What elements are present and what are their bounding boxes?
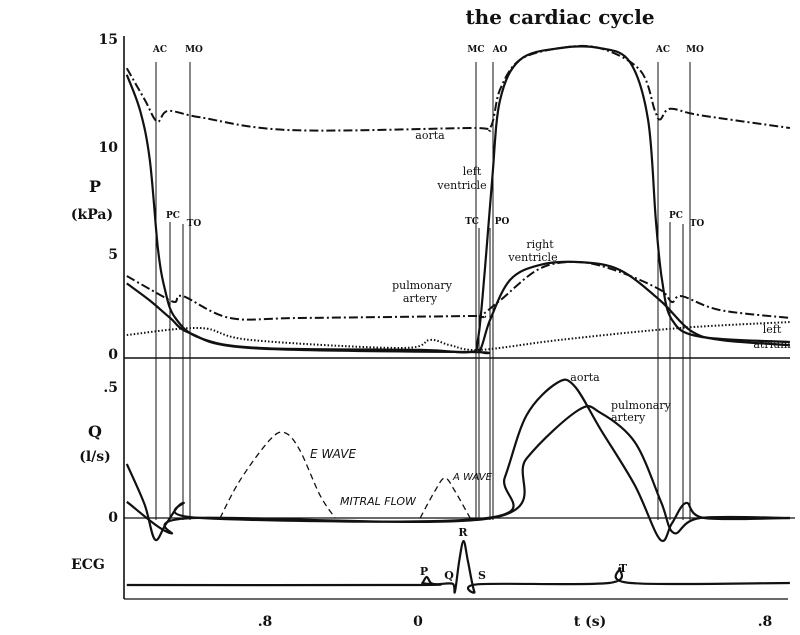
label-rv-1: right: [526, 238, 554, 251]
q-tick-0: 0: [108, 510, 118, 526]
label-pa-flow-1: pulmonary: [611, 399, 672, 412]
ecg-label-r: R: [458, 526, 468, 539]
ecg-label-q: Q: [444, 569, 454, 582]
valve-label-mo: MO: [185, 45, 203, 55]
valve-label-ao: AO: [492, 45, 508, 55]
x-tick-0: 0: [413, 614, 423, 630]
label-la-1: left: [763, 323, 782, 336]
ecg-label-p: P: [420, 565, 428, 578]
flow-curve-mitral-flow-A-wave: [419, 477, 471, 519]
ecg-curve-ECG: [126, 539, 790, 594]
label-aorta-pressure: aorta: [415, 129, 445, 142]
pressure-unit: (kPa): [71, 207, 113, 223]
label-a-wave: A WAVE: [452, 472, 493, 483]
flow-label: Q: [88, 422, 102, 441]
label-lv-1: left: [463, 165, 482, 178]
valve-label-pc-right: PC: [669, 211, 683, 221]
label-la-2: atrium: [753, 338, 791, 351]
flow-curve-pulmonary-artery: [126, 405, 790, 535]
pressure-curve-aorta: [125, 44, 791, 132]
valve-label-pc: PC: [166, 211, 180, 221]
label-e-wave: E WAVE: [310, 447, 356, 461]
flow-unit: (l/s): [79, 449, 111, 465]
valve-label-po: PO: [495, 217, 510, 227]
label-pa-flow-2: artery: [611, 411, 646, 424]
valve-label-tc: TC: [465, 217, 479, 227]
y-tick-15: 15: [99, 32, 118, 48]
flow-curve-mitral-flow-E-wave: [219, 431, 336, 519]
x-tick-08-right: .8: [758, 614, 773, 630]
pressure-curve-right-ventricle: [126, 260, 790, 355]
label-rv-2: ventricle: [507, 251, 557, 264]
curves: [125, 44, 791, 594]
y-tick-10: 10: [99, 140, 119, 156]
pressure-curve-left-ventricle: [125, 45, 790, 354]
label-aorta-flow: aorta: [570, 371, 600, 384]
chart-title: the cardiac cycle: [465, 5, 654, 29]
q-tick-05: .5: [103, 380, 118, 396]
label-pa-1: pulmonary: [392, 279, 453, 292]
y-tick-5: 5: [108, 247, 118, 263]
x-axis-label: t (s): [574, 614, 606, 630]
valve-label-ac-right: AC: [655, 45, 670, 55]
valve-label-ac: AC: [152, 45, 167, 55]
valve-label-mc: MC: [467, 45, 484, 55]
valve-label-to: TO: [187, 219, 202, 229]
valve-label-mo-right: MO: [686, 45, 704, 55]
valve-lines: [155, 62, 691, 520]
pressure-label: P: [89, 177, 101, 196]
ecg-label: ECG: [71, 557, 105, 573]
pressure-curve-left-atrium: [126, 321, 790, 352]
ecg-label-t: T: [619, 562, 628, 575]
y-tick-0: 0: [108, 347, 118, 363]
x-tick-08-left: .8: [258, 614, 273, 630]
ecg-label-s: S: [478, 569, 486, 582]
pressure-curve-pulmonary-artery: [126, 260, 791, 321]
label-mitral-flow: MITRAL FLOW: [340, 495, 417, 508]
label-pa-2: artery: [403, 292, 438, 305]
valve-label-to-right: TO: [690, 219, 705, 229]
label-lv-2: ventricle: [436, 179, 486, 192]
